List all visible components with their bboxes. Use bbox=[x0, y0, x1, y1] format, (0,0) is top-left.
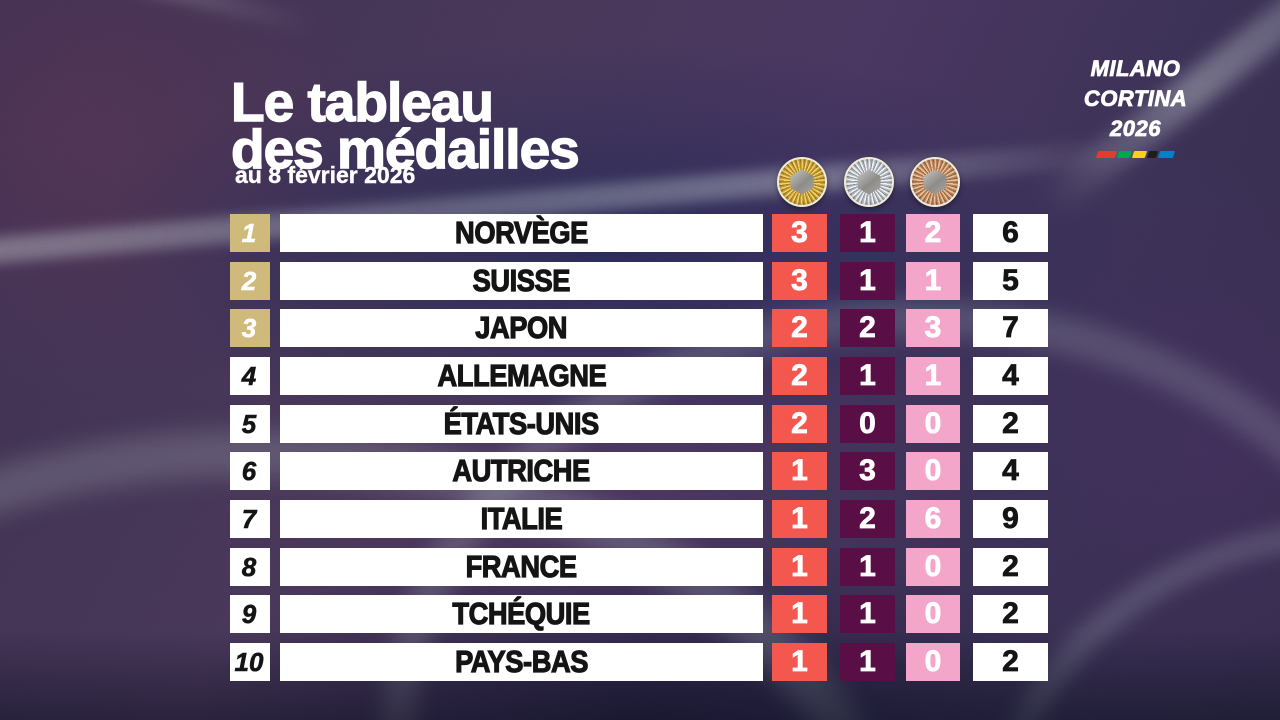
country-name: SUISSE bbox=[472, 262, 571, 298]
silver-count-cell: 1 bbox=[840, 595, 895, 633]
country-cell: ÉTATS-UNIS bbox=[280, 405, 763, 443]
gold-count-cell: 1 bbox=[772, 595, 827, 633]
logo-bar-segment bbox=[1116, 151, 1133, 158]
rank-badge: 1 bbox=[230, 214, 270, 252]
rank-badge: 6 bbox=[230, 452, 270, 490]
bronze-medal-icon bbox=[910, 157, 960, 207]
country-name: AUTRICHE bbox=[452, 452, 591, 488]
total-count-cell: 7 bbox=[973, 309, 1048, 347]
table-row: 9 TCHÉQUIE 1 1 0 2 bbox=[0, 595, 1280, 633]
country-cell: NORVÈGE bbox=[280, 214, 763, 252]
table-row: 7 ITALIE 1 2 6 9 bbox=[0, 500, 1280, 538]
gold-count-cell: 3 bbox=[772, 214, 827, 252]
rank-badge: 8 bbox=[230, 548, 270, 586]
total-count-cell: 5 bbox=[973, 262, 1048, 300]
total-count-cell: 4 bbox=[973, 452, 1048, 490]
silver-medal-icon bbox=[844, 157, 894, 207]
total-count-cell: 2 bbox=[973, 595, 1048, 633]
rank-badge: 10 bbox=[230, 643, 270, 681]
bronze-count-cell: 0 bbox=[906, 548, 960, 586]
total-count-cell: 2 bbox=[973, 405, 1048, 443]
title-line-2: des médailles bbox=[230, 117, 580, 180]
country-name: NORVÈGE bbox=[455, 214, 589, 250]
logo-line-cortina: CORTINA bbox=[1083, 86, 1188, 112]
silver-count-cell: 1 bbox=[840, 262, 895, 300]
table-row: 3 JAPON 2 2 3 7 bbox=[0, 309, 1280, 347]
table-row: 4 ALLEMAGNE 2 1 1 4 bbox=[0, 357, 1280, 395]
silver-count-cell: 1 bbox=[840, 214, 895, 252]
country-cell: SUISSE bbox=[280, 262, 763, 300]
country-name: ÉTATS-UNIS bbox=[443, 405, 600, 441]
rank-badge: 2 bbox=[230, 262, 270, 300]
bronze-count-cell: 1 bbox=[906, 262, 960, 300]
logo-bar-segment bbox=[1131, 151, 1148, 158]
bronze-count-cell: 2 bbox=[906, 214, 960, 252]
bronze-count-cell: 1 bbox=[906, 357, 960, 395]
logo-line-milano: MILANO bbox=[1090, 56, 1181, 82]
country-name: JAPON bbox=[475, 309, 568, 345]
table-row: 1 NORVÈGE 3 1 2 6 bbox=[0, 214, 1280, 252]
gold-medal-icon bbox=[777, 157, 827, 207]
total-count-cell: 2 bbox=[973, 643, 1048, 681]
silver-count-cell: 1 bbox=[840, 548, 895, 586]
date-label: au 8 février 2026 bbox=[235, 162, 416, 188]
gold-count-cell: 1 bbox=[772, 452, 827, 490]
gold-count-cell: 2 bbox=[772, 405, 827, 443]
rank-badge: 9 bbox=[230, 595, 270, 633]
bronze-count-cell: 3 bbox=[906, 309, 960, 347]
bronze-count-cell: 6 bbox=[906, 500, 960, 538]
country-name: ALLEMAGNE bbox=[437, 357, 607, 393]
silver-count-cell: 1 bbox=[840, 357, 895, 395]
gold-count-cell: 1 bbox=[772, 643, 827, 681]
country-cell: PAYS-BAS bbox=[280, 643, 763, 681]
country-cell: FRANCE bbox=[280, 548, 763, 586]
gold-count-cell: 2 bbox=[772, 309, 827, 347]
bronze-count-cell: 0 bbox=[906, 405, 960, 443]
total-count-cell: 4 bbox=[973, 357, 1048, 395]
gold-count-cell: 3 bbox=[772, 262, 827, 300]
country-cell: ITALIE bbox=[280, 500, 763, 538]
silver-count-cell: 1 bbox=[840, 643, 895, 681]
country-name: FRANCE bbox=[465, 548, 578, 584]
total-count-cell: 2 bbox=[973, 548, 1048, 586]
page-title: Le tableau des médailles bbox=[230, 74, 580, 177]
country-cell: JAPON bbox=[280, 309, 763, 347]
logo-bar-segment bbox=[1157, 151, 1176, 158]
title-line-1: Le tableau bbox=[230, 70, 494, 133]
rank-badge: 7 bbox=[230, 500, 270, 538]
table-row: 8 FRANCE 1 1 0 2 bbox=[0, 548, 1280, 586]
bronze-count-cell: 0 bbox=[906, 452, 960, 490]
logo-line-year: 2026 bbox=[1110, 116, 1161, 142]
gold-count-cell: 1 bbox=[772, 500, 827, 538]
rank-badge: 5 bbox=[230, 405, 270, 443]
country-cell: AUTRICHE bbox=[280, 452, 763, 490]
silver-count-cell: 2 bbox=[840, 500, 895, 538]
milano-cortina-logo: MILANO CORTINA 2026 bbox=[1058, 54, 1213, 158]
rank-badge: 4 bbox=[230, 357, 270, 395]
bronze-count-cell: 0 bbox=[906, 595, 960, 633]
rank-badge: 3 bbox=[230, 309, 270, 347]
table-row: 5 ÉTATS-UNIS 2 0 0 2 bbox=[0, 405, 1280, 443]
country-cell: ALLEMAGNE bbox=[280, 357, 763, 395]
table-row: 2 SUISSE 3 1 1 5 bbox=[0, 262, 1280, 300]
olympic-color-bars bbox=[1058, 151, 1213, 158]
country-cell: TCHÉQUIE bbox=[280, 595, 763, 633]
country-name: TCHÉQUIE bbox=[452, 595, 591, 631]
table-row: 10 PAYS-BAS 1 1 0 2 bbox=[0, 643, 1280, 681]
bronze-count-cell: 0 bbox=[906, 643, 960, 681]
total-count-cell: 6 bbox=[973, 214, 1048, 252]
silver-count-cell: 3 bbox=[840, 452, 895, 490]
silver-count-cell: 0 bbox=[840, 405, 895, 443]
total-count-cell: 9 bbox=[973, 500, 1048, 538]
gold-count-cell: 1 bbox=[772, 548, 827, 586]
logo-bar-segment bbox=[1146, 151, 1159, 158]
light-streak bbox=[0, 0, 377, 51]
table-row: 6 AUTRICHE 1 3 0 4 bbox=[0, 452, 1280, 490]
gold-count-cell: 2 bbox=[772, 357, 827, 395]
logo-bar-segment bbox=[1095, 151, 1118, 158]
country-name: PAYS-BAS bbox=[455, 643, 589, 679]
country-name: ITALIE bbox=[480, 500, 563, 536]
silver-count-cell: 2 bbox=[840, 309, 895, 347]
